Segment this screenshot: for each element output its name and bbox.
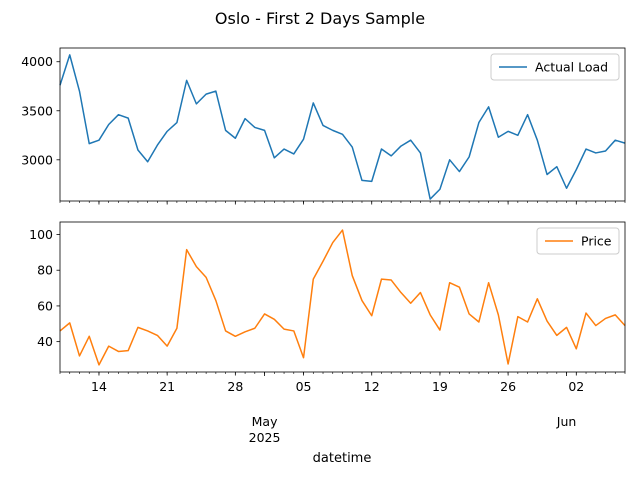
x-month-label: May <box>252 414 278 429</box>
x-month-label: Jun <box>556 414 577 429</box>
y-tick-label: 60 <box>37 298 53 313</box>
x-tick-label: 26 <box>500 379 516 394</box>
x-tick-label: 28 <box>227 379 243 394</box>
legend: Actual Load <box>490 53 620 81</box>
x-tick-label: 02 <box>568 379 584 394</box>
x-year-label: 2025 <box>249 430 281 445</box>
x-tick-label: 12 <box>364 379 380 394</box>
x-tick-label: 05 <box>296 379 312 394</box>
series-line-actual-load <box>59 54 626 200</box>
top-panel-load: 3000 3500 4000 Actual Load <box>21 47 626 205</box>
bottom-panel-price: 40 60 80 100 Price <box>29 221 626 376</box>
chart-title: Oslo - First 2 Days Sample <box>215 9 425 28</box>
y-tick-label: 40 <box>37 334 53 349</box>
series-line-price <box>59 229 626 366</box>
legend: Price <box>536 227 620 255</box>
legend-label: Actual Load <box>535 60 608 75</box>
x-tick-label: 19 <box>432 379 448 394</box>
y-tick-label: 3000 <box>21 152 53 167</box>
x-tick-label: 21 <box>159 379 175 394</box>
y-tick-label: 4000 <box>21 54 53 69</box>
y-tick-label: 80 <box>37 263 53 278</box>
y-tick-label: 100 <box>29 227 53 242</box>
legend-label: Price <box>581 234 612 249</box>
legend-box <box>536 227 620 255</box>
x-axis-label: datetime <box>313 451 372 466</box>
legend-box <box>490 53 620 81</box>
x-tick-label: 14 <box>91 379 107 394</box>
y-tick-label: 3500 <box>21 103 53 118</box>
